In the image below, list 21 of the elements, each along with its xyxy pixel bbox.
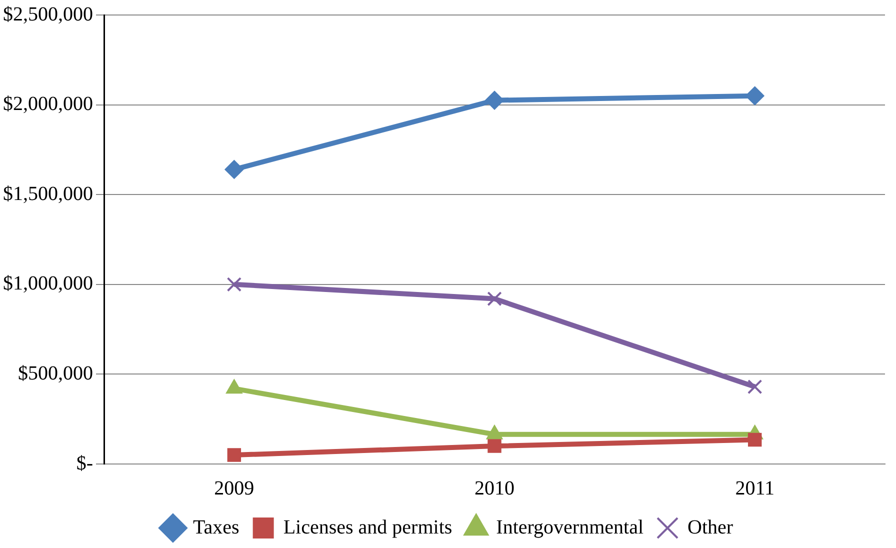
legend-label: Intergovernmental <box>496 516 644 538</box>
legend-label: Taxes <box>192 516 240 538</box>
x-tick-label: 2009 <box>214 477 254 500</box>
point <box>488 439 502 453</box>
legend-label: Licenses and permits <box>283 516 452 538</box>
point <box>485 90 504 110</box>
point <box>487 291 502 306</box>
x-tick-label: 2010 <box>474 477 514 500</box>
point <box>224 160 244 179</box>
y-tick-label: $1,000,000 <box>3 272 93 295</box>
y-tick-label: $- <box>76 452 93 474</box>
x-tick-label: 2011 <box>735 477 774 500</box>
point <box>226 277 242 292</box>
y-tick-label: $2,000,000 <box>3 93 93 116</box>
y-tick-label: $2,500,000 <box>3 3 93 26</box>
y-tick-label: $500,000 <box>18 362 93 384</box>
point <box>747 379 762 394</box>
legend-label: Other <box>688 516 734 538</box>
point <box>227 448 242 462</box>
y-tick-label: $1,500,000 <box>3 182 93 205</box>
point <box>748 432 762 447</box>
